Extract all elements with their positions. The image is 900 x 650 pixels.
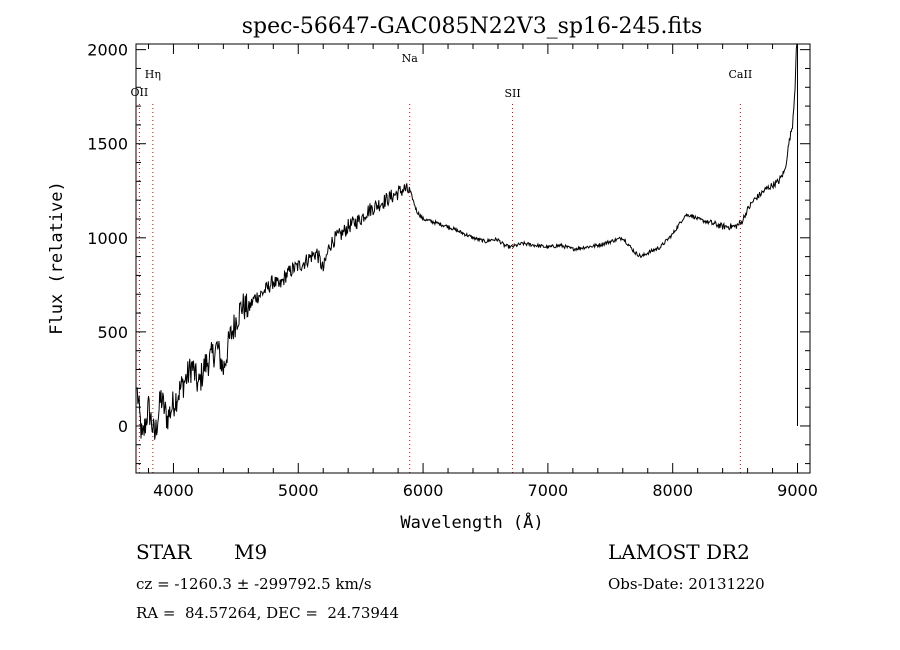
y-tick-label: 2000 bbox=[87, 41, 128, 60]
survey-name: LAMOST DR2 bbox=[608, 540, 750, 564]
x-tick-label: 5000 bbox=[278, 481, 319, 500]
y-axis-label: Flux (relative) bbox=[47, 181, 67, 335]
y-tick-label: 1000 bbox=[87, 229, 128, 248]
spectral-line-label: CaII bbox=[729, 68, 753, 81]
x-tick-label: 7000 bbox=[528, 481, 569, 500]
y-tick-label: 1500 bbox=[87, 135, 128, 154]
spectral-line-label: OII bbox=[131, 86, 149, 99]
spectral-line-label: Na bbox=[402, 52, 419, 65]
observation-date: Obs-Date: 20131220 bbox=[608, 575, 765, 593]
x-tick-label: 8000 bbox=[652, 481, 693, 500]
object-class: STAR bbox=[136, 540, 192, 564]
axis-ticks: 4000 5000 6000 7000 8000 9000 0 500 1000 1500 2000 bbox=[87, 41, 818, 500]
y-tick-label: 0 bbox=[118, 417, 128, 436]
x-axis-label: Wavelength (Å) bbox=[400, 511, 543, 533]
spectral-line-label: Hη bbox=[145, 68, 161, 81]
x-tick-label: 6000 bbox=[403, 481, 444, 500]
spectrum-line bbox=[136, 43, 798, 440]
coordinates: RA = 84.57264, DEC = 24.73944 bbox=[136, 604, 400, 622]
plot-frame bbox=[135, 43, 811, 474]
spectral-line-label: SII bbox=[504, 87, 520, 100]
x-tick-label: 9000 bbox=[777, 481, 818, 500]
x-tick-label: 4000 bbox=[153, 481, 194, 500]
chart-title: spec-56647-GAC085N22V3_sp16-245.fits bbox=[242, 14, 703, 39]
y-tick-label: 500 bbox=[97, 323, 128, 342]
redshift-info: cz = -1260.3 ± -299792.5 km/s bbox=[136, 575, 372, 593]
object-subclass: M9 bbox=[234, 540, 268, 564]
spectral-lines: OII Hη Na SII CaII bbox=[131, 52, 753, 473]
